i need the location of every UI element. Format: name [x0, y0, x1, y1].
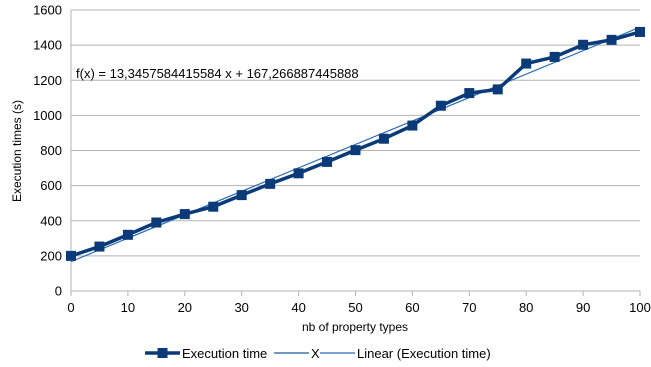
- data-point: [293, 168, 304, 179]
- series: [66, 26, 645, 261]
- legend-marker: [157, 348, 168, 358]
- data-point: [635, 26, 645, 37]
- y-tick-label: 400: [40, 213, 62, 228]
- data-point: [435, 100, 446, 111]
- y-tick-label: 0: [55, 284, 62, 299]
- x-tick-label: 100: [629, 300, 651, 315]
- x-tick-label: 50: [348, 300, 362, 315]
- data-point: [265, 178, 276, 189]
- data-point: [151, 217, 162, 228]
- y-tick-label: 1600: [33, 3, 62, 18]
- reference-lines: [70, 26, 641, 263]
- x-tick-label: 40: [291, 300, 305, 315]
- data-point: [66, 250, 76, 261]
- x-axis-title: nb of property types: [302, 320, 408, 334]
- y-tick-label: 1000: [33, 108, 62, 123]
- data-point: [521, 58, 532, 69]
- x-tick-label: 30: [234, 300, 248, 315]
- x-tick-labels: 0 10 20 30 40 50 60 70 80 90 100: [67, 300, 650, 315]
- legend-label-execution-time: Execution time: [182, 346, 267, 361]
- x-tick-label: 0: [67, 300, 74, 315]
- x-tick-label: 60: [405, 300, 419, 315]
- x-tick-label: 90: [576, 300, 590, 315]
- data-point: [94, 241, 105, 252]
- legend: Execution time X Linear (Execution time): [145, 346, 491, 361]
- data-point: [322, 156, 333, 167]
- legend-label-linear: Linear (Execution time): [357, 346, 491, 361]
- y-tick-label: 1400: [33, 38, 62, 53]
- data-point: [464, 88, 475, 99]
- x-tick-label: 70: [462, 300, 476, 315]
- y-tick-label: 200: [40, 248, 62, 263]
- legend-label-x: X: [311, 346, 320, 361]
- data-point: [236, 190, 247, 201]
- x-tick-label: 10: [121, 300, 135, 315]
- data-point: [378, 133, 389, 144]
- data-point: [179, 209, 190, 220]
- x-tick-label: 80: [519, 300, 533, 315]
- data-point: [578, 39, 589, 50]
- data-point: [122, 229, 133, 240]
- data-point: [492, 84, 503, 95]
- trendline-linear: [70, 26, 641, 263]
- trendline-equation: f(x) = 13,3457584415584 x + 167,26688744…: [76, 66, 359, 81]
- x-tick-label: 20: [178, 300, 192, 315]
- data-point: [407, 120, 418, 131]
- data-point: [208, 201, 219, 212]
- data-point: [350, 145, 361, 156]
- y-tick-label: 600: [40, 178, 62, 193]
- y-tick-labels: 0 200 400 600 800 1000 1200 1400 1600: [33, 3, 62, 299]
- data-point: [606, 34, 617, 45]
- y-axis-title: Execution times (s): [10, 100, 24, 202]
- data-point: [549, 51, 560, 62]
- y-tick-label: 1200: [33, 73, 62, 88]
- y-tick-label: 800: [40, 143, 62, 158]
